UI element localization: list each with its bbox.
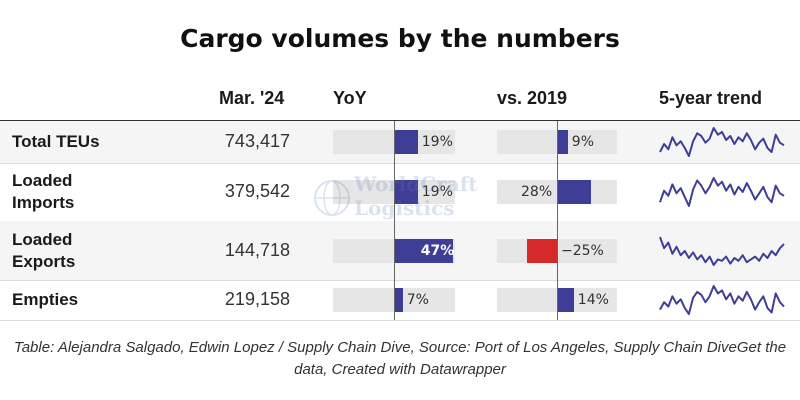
- vs2019-zero-line: [557, 121, 558, 320]
- row-label: Empties: [12, 290, 79, 309]
- yoy-zero-line: [394, 121, 395, 320]
- row-label: Loaded Imports: [12, 171, 75, 212]
- row-value: 219,158: [224, 289, 290, 309]
- header-vs2019: vs. 2019: [497, 88, 568, 108]
- table-row: Empties 219,158 7% 14%: [0, 280, 800, 321]
- row-label: Total TEUs: [12, 132, 100, 151]
- header-yoy: YoY: [333, 88, 367, 108]
- vs2019-bar: [557, 180, 591, 204]
- sparkline-path: [659, 285, 785, 315]
- sparkline-path: [659, 127, 785, 157]
- header-trend: 5-year trend: [659, 88, 763, 108]
- vs2019-bar: [557, 288, 574, 312]
- vs2019-bar: [527, 238, 557, 263]
- yoy-bar: [394, 288, 403, 312]
- row-label: Loaded Exports: [12, 229, 76, 271]
- chart-title: Cargo volumes by the numbers: [180, 24, 620, 53]
- table-row: Loaded Imports 379,542 19% 28%: [0, 163, 800, 222]
- yoy-bar: [394, 238, 453, 263]
- vs2019-bar: [557, 130, 568, 154]
- yoy-value-label: 47%: [420, 242, 455, 259]
- header-value: Mar. '24: [219, 88, 285, 108]
- sparkline-5yr: [659, 285, 785, 315]
- sparkline-path: [659, 177, 785, 207]
- yoy-bar: [394, 130, 418, 154]
- vs2019-value-label: −25%: [561, 242, 604, 259]
- sparkline-5yr: [659, 236, 785, 266]
- sparkline-5yr: [659, 127, 785, 157]
- table-row: Loaded Exports 144,718 47% −25%: [0, 221, 800, 281]
- row-value: 144,718: [224, 239, 290, 260]
- source-note: Table: Alejandra Salgado, Edwin Lopez / …: [13, 339, 787, 378]
- row-value: 743,417: [224, 131, 290, 151]
- yoy-value-label: 19%: [421, 134, 453, 150]
- vs2019-value-label: 14%: [577, 292, 609, 308]
- vs2019-value-label: 28%: [521, 184, 553, 200]
- sparkline-path: [659, 236, 785, 266]
- yoy-value-label: 7%: [406, 292, 429, 308]
- yoy-value-label: 19%: [421, 184, 453, 200]
- vs2019-value-label: 9%: [571, 134, 595, 150]
- yoy-bar: [394, 180, 418, 204]
- row-value: 379,542: [224, 181, 290, 201]
- sparkline-5yr: [659, 177, 785, 207]
- table-header: Mar. '24 YoY vs. 2019 5-year trend: [0, 80, 800, 122]
- table-row: Total TEUs 743,417 19% 9%: [0, 121, 800, 164]
